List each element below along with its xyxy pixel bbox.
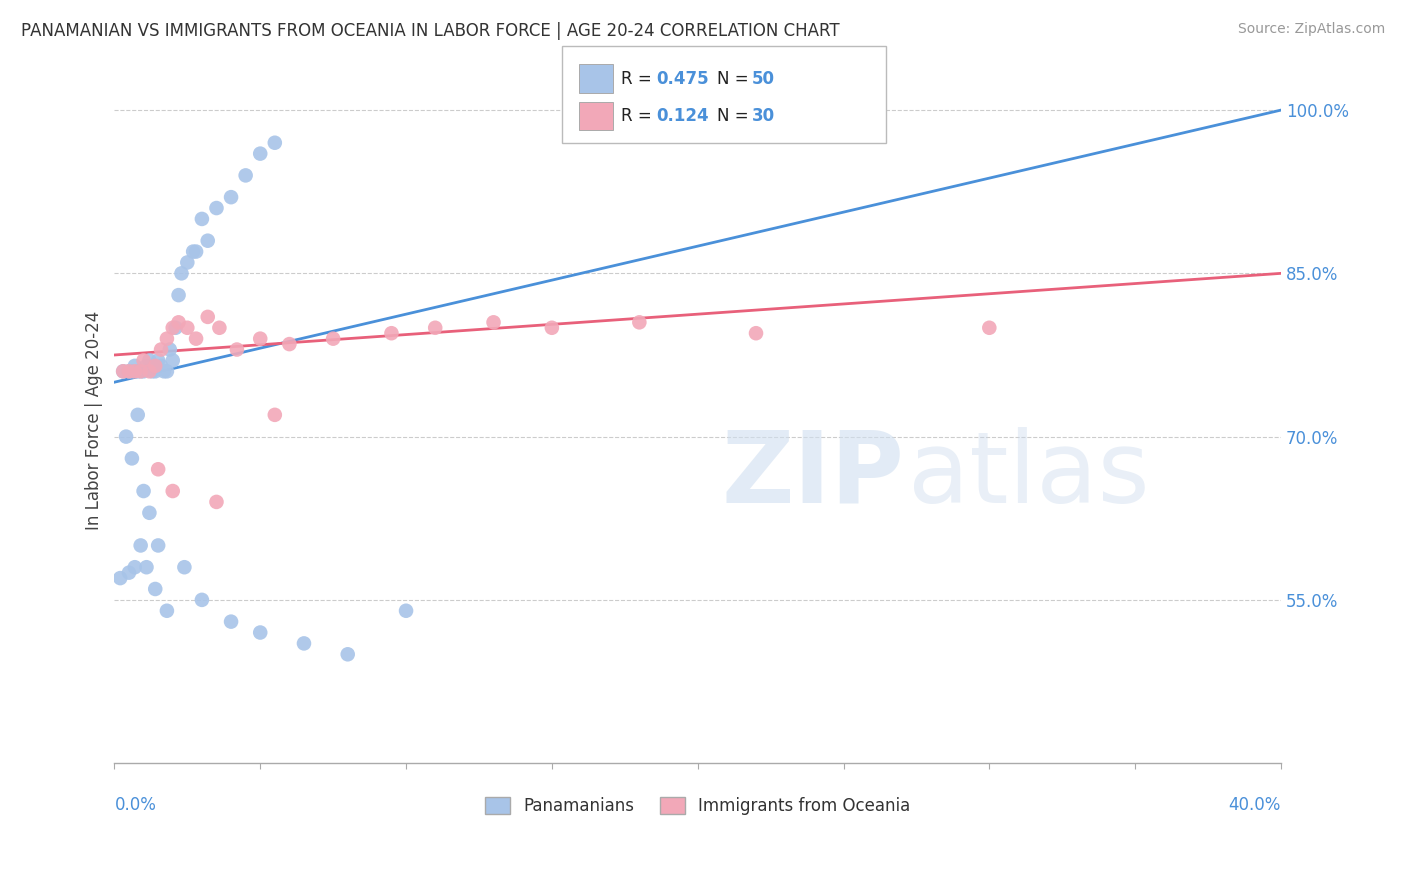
Point	[127, 408, 149, 422]
Point	[249, 332, 271, 346]
Point	[322, 332, 344, 346]
Point	[425, 320, 447, 334]
Point	[146, 353, 169, 368]
Text: Source: ZipAtlas.com: Source: ZipAtlas.com	[1237, 22, 1385, 37]
Text: 40.0%: 40.0%	[1229, 796, 1281, 814]
Point	[745, 326, 768, 341]
Point	[191, 592, 214, 607]
Point	[162, 483, 184, 498]
Point	[129, 364, 152, 378]
Point	[380, 326, 402, 341]
Point	[628, 315, 651, 329]
Point	[278, 337, 301, 351]
Point	[124, 364, 146, 378]
Point	[121, 364, 143, 378]
Text: R =: R =	[621, 70, 658, 87]
Point	[979, 320, 1001, 334]
Point	[135, 359, 157, 373]
Point	[159, 343, 181, 357]
Text: ZIP: ZIP	[721, 426, 904, 524]
Text: 0.124: 0.124	[657, 107, 709, 126]
Point	[127, 364, 149, 378]
Legend: Panamanians, Immigrants from Oceania: Panamanians, Immigrants from Oceania	[477, 789, 918, 823]
Point	[167, 288, 190, 302]
Point	[205, 495, 228, 509]
Point	[184, 244, 207, 259]
Point	[143, 582, 166, 596]
Text: atlas: atlas	[908, 426, 1149, 524]
Point	[138, 506, 160, 520]
Point	[146, 538, 169, 552]
Point	[153, 364, 176, 378]
Point	[541, 320, 564, 334]
Point	[176, 255, 198, 269]
Point	[170, 266, 193, 280]
Point	[263, 408, 285, 422]
Text: R =: R =	[621, 107, 658, 126]
Point	[156, 364, 179, 378]
Text: 50: 50	[752, 70, 775, 87]
Point	[110, 571, 132, 585]
Point	[225, 343, 247, 357]
Point	[191, 211, 214, 226]
Point	[219, 190, 242, 204]
Point	[143, 364, 166, 378]
Text: 0.0%: 0.0%	[114, 796, 156, 814]
Point	[249, 625, 271, 640]
Point	[129, 364, 152, 378]
Point	[112, 364, 135, 378]
Point	[118, 364, 141, 378]
Point	[129, 538, 152, 552]
Point	[263, 136, 285, 150]
Point	[150, 359, 173, 373]
Point	[173, 560, 195, 574]
Point	[184, 332, 207, 346]
Point	[219, 615, 242, 629]
Point	[162, 353, 184, 368]
Point	[156, 332, 179, 346]
Point	[121, 451, 143, 466]
Point	[156, 604, 179, 618]
Point	[124, 560, 146, 574]
Point	[143, 359, 166, 373]
Point	[235, 169, 257, 183]
Point	[132, 364, 155, 378]
Text: N =: N =	[717, 107, 754, 126]
Text: N =: N =	[717, 70, 754, 87]
Point	[162, 320, 184, 334]
Point	[292, 636, 315, 650]
Point	[146, 462, 169, 476]
Point	[167, 315, 190, 329]
Point	[132, 353, 155, 368]
Point	[197, 234, 219, 248]
Point	[150, 343, 173, 357]
Y-axis label: In Labor Force | Age 20-24: In Labor Force | Age 20-24	[86, 310, 103, 530]
Point	[141, 364, 163, 378]
Point	[118, 566, 141, 580]
Text: 30: 30	[752, 107, 775, 126]
Point	[249, 146, 271, 161]
Text: 0.475: 0.475	[657, 70, 709, 87]
Point	[112, 364, 135, 378]
Point	[336, 648, 359, 662]
Point	[132, 483, 155, 498]
Point	[135, 560, 157, 574]
Point	[138, 364, 160, 378]
Point	[181, 244, 204, 259]
Point	[176, 320, 198, 334]
Point	[165, 320, 187, 334]
Point	[197, 310, 219, 324]
Point	[115, 429, 138, 443]
Text: PANAMANIAN VS IMMIGRANTS FROM OCEANIA IN LABOR FORCE | AGE 20-24 CORRELATION CHA: PANAMANIAN VS IMMIGRANTS FROM OCEANIA IN…	[21, 22, 839, 40]
Point	[208, 320, 231, 334]
Point	[482, 315, 505, 329]
Point	[395, 604, 418, 618]
Point	[118, 364, 141, 378]
Point	[124, 359, 146, 373]
Point	[138, 353, 160, 368]
Point	[205, 201, 228, 215]
